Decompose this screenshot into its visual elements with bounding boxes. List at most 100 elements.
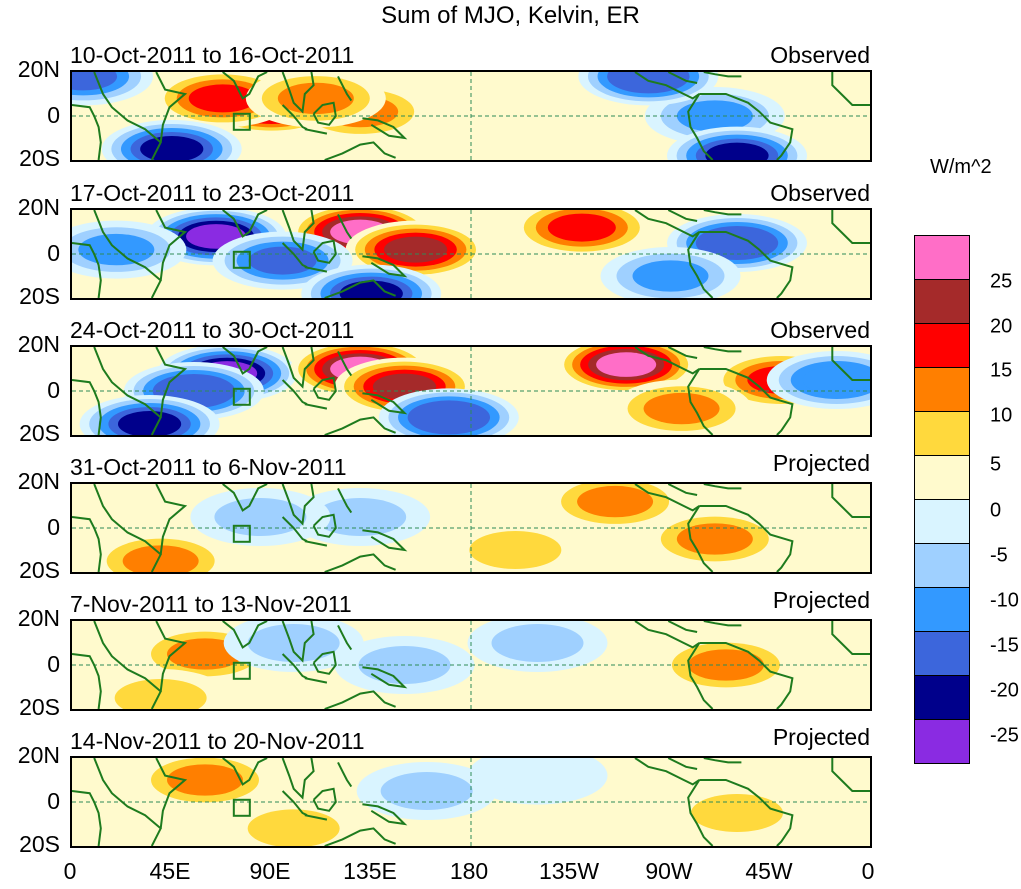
colorbar-swatch-10-15 <box>914 367 970 412</box>
colorbar-tick-5: 5 <box>990 453 1002 476</box>
panel-6-map <box>70 756 872 848</box>
panel-2-lat-20n: 20N <box>17 194 60 220</box>
colorbar-units: W/m^2 <box>930 156 992 178</box>
colorbar-swatch-m5-0 <box>914 499 970 544</box>
panel-3-coastline-7 <box>337 350 353 377</box>
colorbar-tick-m5: -5 <box>990 544 1008 567</box>
colorbar-swatch-lt-m25 <box>914 719 970 764</box>
panel-5-map <box>70 619 872 711</box>
panel-6-label: Projected <box>772 724 870 750</box>
panel-5-lat-20s: 20S <box>19 694 60 720</box>
panel-5-coastline-1 <box>93 621 162 709</box>
panel-6-field <box>72 758 870 846</box>
panel-2-coastline-17 <box>72 242 102 298</box>
panel-3-coastline-5 <box>281 379 308 406</box>
panel-5-coastline-3 <box>222 621 268 649</box>
panel-2-map <box>70 208 872 300</box>
panel-1-coastline-10 <box>324 141 396 160</box>
panel-1-coastline-8 <box>304 128 328 135</box>
panel-1-coastline-17 <box>72 104 102 160</box>
lon-tick-0: 0 <box>63 858 77 884</box>
colorbar-tick-10: 10 <box>990 404 1013 427</box>
lon-tick-45e: 45E <box>149 858 191 884</box>
panel-2-coastline-16 <box>831 210 870 244</box>
panel-5-label: Projected <box>772 587 870 613</box>
panel-1-label: Observed <box>770 42 870 68</box>
chart-title: Sum of MJO, Kelvin, ER <box>381 2 640 29</box>
panel-5-coastline-5 <box>281 653 308 680</box>
panel-2-coastline-9 <box>362 255 408 278</box>
panel-4-coastline-1 <box>93 484 162 572</box>
panel-2-anomaly-8-contour-2 <box>632 260 709 292</box>
panel-5-lat-20n: 20N <box>17 605 60 631</box>
panel-2-field <box>72 210 870 298</box>
colorbar-swatch-20-25 <box>914 279 970 324</box>
panel-2-coastline-10 <box>324 279 396 298</box>
panel-6-coastline-7 <box>337 761 353 788</box>
panel-3-lat-20n: 20N <box>17 331 60 357</box>
panel-4-coastline-2 <box>155 484 188 555</box>
panel-1-coastline-5 <box>281 104 308 131</box>
panel-4-field <box>72 484 870 572</box>
panel-4-coastline-14 <box>699 505 794 572</box>
panel-6-lat-20s: 20S <box>19 831 60 857</box>
panel-4-coastline-11 <box>634 484 700 512</box>
panel-4-anomaly-4-contour-1 <box>314 498 407 536</box>
panel-3-label: Observed <box>770 317 870 343</box>
panel-3-coastline-9 <box>362 392 408 415</box>
panel-5-field <box>72 621 870 709</box>
panel-4-coastline-17 <box>72 516 102 572</box>
panel-4-dates: 31-Oct-2011 to 6-Nov-2011 <box>70 454 347 480</box>
panel-6-lat-20n: 20N <box>17 742 60 768</box>
panel-4-coastline-5 <box>281 516 308 543</box>
panel-1-map <box>70 70 872 162</box>
panel-3-coastline-8 <box>304 403 328 410</box>
panel-4-coastline-10 <box>324 553 396 572</box>
panel-2-coastline-4 <box>281 210 315 252</box>
panel-2-coastline-7 <box>337 213 353 240</box>
colorbar-tick-0: 0 <box>990 499 1002 522</box>
panel-2-coastline-14 <box>699 231 794 298</box>
panel-3-anomaly-8-contour-4 <box>117 411 182 435</box>
panel-5-anomaly-6-contour-1 <box>114 679 207 709</box>
panel-4-coastline-15 <box>703 484 742 490</box>
panel-5-anomaly-5-contour-1 <box>247 624 340 662</box>
panel-6-coastline-13 <box>687 779 714 846</box>
panel-3-coastline-12 <box>667 347 698 359</box>
panel-1-coastline-15 <box>703 72 742 78</box>
panel-6-coastline-6 <box>312 787 337 812</box>
panel-6-anomaly-2-contour-1 <box>380 772 473 810</box>
panel-5-coastline-11 <box>634 621 700 649</box>
panel-2-anomaly-2-contour-4 <box>383 236 448 263</box>
panel-1-anomaly-7-contour-4 <box>705 142 769 160</box>
panel-2-coastline-12 <box>667 210 698 222</box>
panel-6-anomaly-4-contour-1 <box>691 794 783 832</box>
panel-5-region-box <box>232 661 251 680</box>
panel-6-coastline-16 <box>831 758 870 792</box>
panel-3-coastline-11 <box>634 347 700 375</box>
panel-6-coastline-15 <box>703 758 742 764</box>
panel-4-label: Projected <box>772 450 870 476</box>
panel-2-coastline-8 <box>304 266 328 273</box>
lon-tick-135e: 135E <box>343 858 397 884</box>
panel-1-lat-20n: 20N <box>17 56 60 82</box>
panel-1-anomaly-9-contour-3 <box>72 72 118 91</box>
panel-6-coastline-14 <box>699 779 794 846</box>
lon-tick-0-east: 0 <box>861 858 875 884</box>
panel-3-field <box>72 347 870 435</box>
panel-1-anomaly-6-contour-2 <box>676 100 753 132</box>
panel-4-coastline-16 <box>831 484 870 518</box>
panel-1-coastline-13 <box>687 93 714 160</box>
panel-2-coastline-6 <box>312 239 337 264</box>
panel-3-coastline-13 <box>687 368 714 435</box>
lon-tick-135w: 135W <box>538 858 600 884</box>
panel-1-coastline-6 <box>312 101 337 126</box>
colorbar-tick-m20: -20 <box>990 679 1019 702</box>
panel-3-lat-20s: 20S <box>19 420 60 446</box>
panel-5-coastline-14 <box>699 642 794 709</box>
panel-4-anomaly-1-contour-2 <box>577 485 654 518</box>
panel-2-anomaly-7-contour-4 <box>705 230 769 256</box>
colorbar-tick-15: 15 <box>990 359 1013 382</box>
colorbar-tick-m10: -10 <box>990 589 1019 612</box>
panel-4-lat-20s: 20S <box>19 557 60 583</box>
